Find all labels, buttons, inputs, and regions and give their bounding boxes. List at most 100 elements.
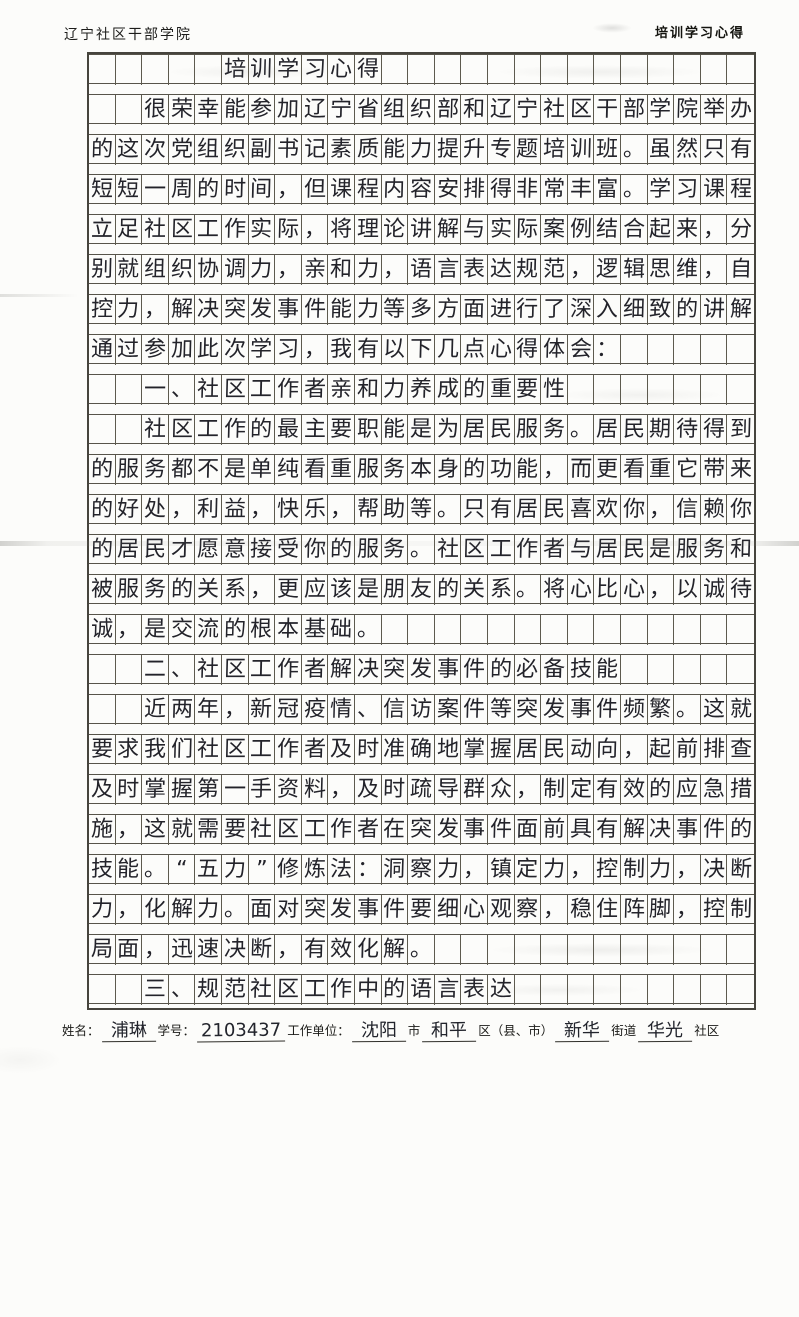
handwritten-char: 社 [250,817,273,842]
grid-cell: 受 [275,535,302,565]
handwritten-char: 容 [409,177,433,202]
grid-cell [382,55,409,85]
handwritten-char: 。 [622,177,646,202]
handwritten-char: ” [255,857,268,882]
handwritten-char: 力 [90,897,114,922]
handwritten-char: 中 [356,977,380,1002]
handwritten-char: 理 [356,217,380,242]
grid-cell: 看 [621,455,648,485]
handwritten-char: 。 [143,857,167,882]
handwritten-char: 要 [329,417,353,442]
grid-cell: 三 [142,975,169,1005]
handwritten-char: 准 [383,737,406,762]
grid-cell: 范 [541,255,568,285]
handwritten-char: 等 [409,497,433,522]
grid-cell: 解 [435,215,462,245]
handwritten-char: 突 [383,657,406,682]
grid-cell: 得 [515,335,542,365]
grid-cell: ， [568,255,595,285]
grid-cell [568,375,595,405]
handwritten-char: 常 [542,177,566,202]
handwritten-char: 制 [622,857,646,882]
grid-cell [116,975,143,1005]
grid-cell: 民 [541,495,568,525]
grid-cell [408,55,435,85]
grid-cell: 力 [435,855,462,885]
handwritten-char: 训 [569,137,592,162]
handwritten-char: 社 [196,737,220,762]
grid-cell: 措 [727,775,754,805]
handwritten-char: 有 [595,817,619,842]
handwritten-char: 看 [303,457,326,482]
grid-cell: 服 [674,535,701,565]
grid-cell: 和 [727,535,754,565]
handwritten-char: 力 [196,897,220,922]
grid-cell [89,55,116,85]
grid-cell: 和 [355,375,382,405]
grid-cell: 亲 [302,255,329,285]
grid-cell: 别 [89,255,116,285]
text-row: 立足社区工作实际，将理论讲解与实际案例结合起来，分 [89,214,754,245]
grid-cell: 。 [142,855,169,885]
grid-cell: ， [648,575,675,605]
handwritten-char: ， [542,457,566,482]
grid-cell: 的 [222,615,249,645]
grid-cell: 最 [275,415,302,445]
handwritten-char: 。 [675,697,699,722]
grid-cell: 养 [408,375,435,405]
handwritten-entry: 沈阳 [351,1019,406,1043]
handwritten-char: 社 [196,657,220,682]
grid-cell: 案 [541,215,568,245]
handwritten-char: 培 [223,57,247,82]
grid-cell: 荣 [169,95,196,125]
handwritten-char: 近 [143,697,167,722]
grid-cell [621,655,648,685]
handwritten-char: 省 [356,97,380,122]
grid-cell: 务 [142,455,169,485]
handwritten-char: 来 [729,457,753,482]
handwritten-char: 宁 [516,97,539,122]
grid-cell: 友 [408,575,435,605]
handwritten-char: 民 [622,417,646,442]
grid-cell [89,655,116,685]
grid-cell [621,375,648,405]
grid-cell: 动 [568,735,595,765]
handwritten-char: 解 [329,657,353,682]
handwritten-char: ， [569,257,592,282]
handwritten-char: 足 [117,217,140,242]
handwritten-char: 社 [436,537,459,562]
grid-cell [116,655,143,685]
handwritten-char: 幸 [196,97,220,122]
grid-cell: 件 [461,655,488,685]
grid-cell: 新 [249,695,276,725]
handwritten-char: 者 [356,817,380,842]
grid-cell: 力 [89,895,116,925]
grid-cell: 程 [355,175,382,205]
grid-cell: 导 [435,775,462,805]
handwritten-char: 心 [462,897,486,922]
grid-cell [621,975,648,1005]
text-row: 局面，迅速决断，有效化解。 [89,934,754,965]
grid-cell: 突 [515,695,542,725]
grid-cell: ， [249,575,276,605]
grid-cell: 局 [89,935,116,965]
handwritten-char: 力 [356,257,380,282]
grid-cell: 课 [701,175,728,205]
handwritten-char: 时 [356,737,380,762]
grid-cell: 喜 [568,495,595,525]
grid-cell: 发 [249,295,276,325]
handwritten-char: 发 [542,697,566,722]
grid-cell: 区 [222,735,249,765]
grid-cell: 区 [568,95,595,125]
grid-cell [727,375,754,405]
handwritten-char: 第 [196,777,220,802]
grid-cell [568,55,595,85]
handwritten-char: ， [516,777,539,802]
handwritten-char: 讲 [702,297,725,322]
grid-cell: 发 [541,695,568,725]
grid-cell: 的 [461,375,488,405]
text-row: 施，这就需要社区工作者在突发事件面前具有解决事件的 [89,814,754,845]
handwritten-char: 分 [729,217,753,242]
handwritten-char: ： [356,857,380,882]
grid-cell: ： [594,335,621,365]
